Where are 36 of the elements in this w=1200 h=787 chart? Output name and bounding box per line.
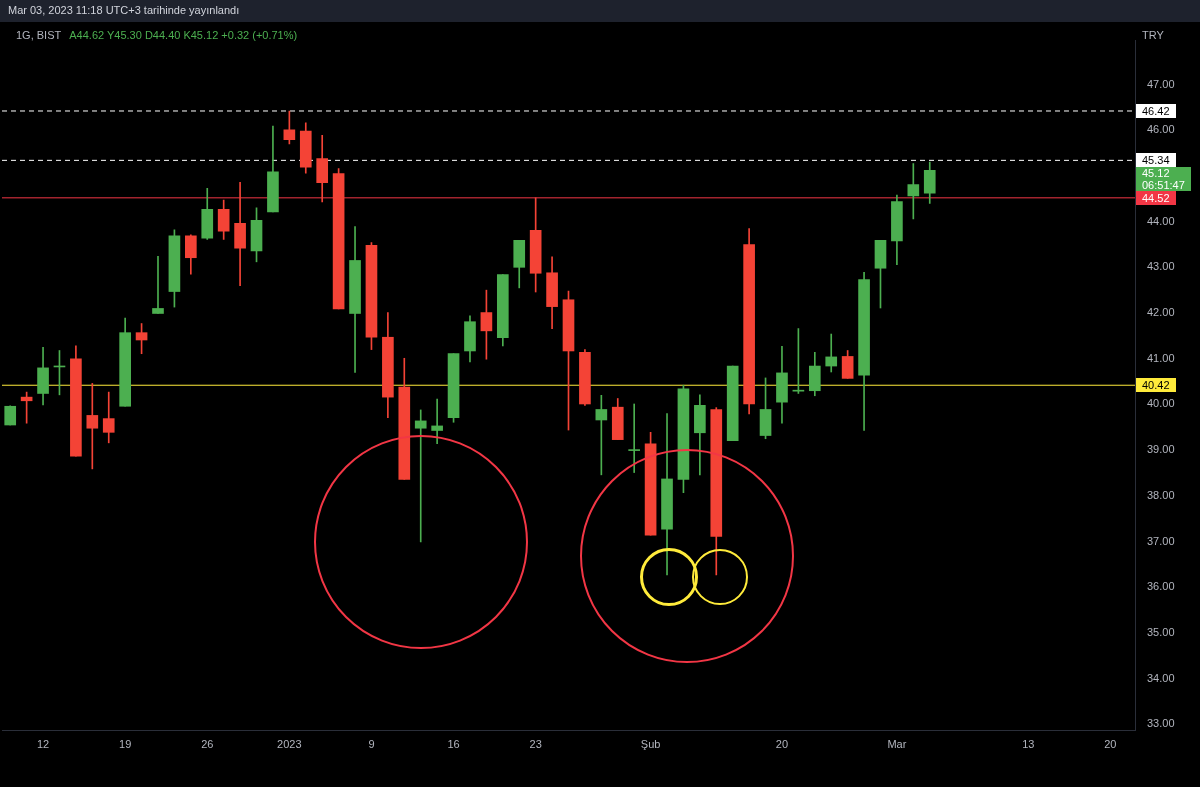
x-tick-label: 19 [119,738,132,751]
text: 06:51:47 [1142,179,1185,192]
ref-line-label: 46.42 [1136,103,1176,118]
y-tick-label: 39.00 [1147,443,1175,456]
x-tick-label: Mar [887,738,907,751]
y-tick-label: 35.00 [1147,626,1175,639]
y-tick-label: 38.00 [1147,488,1175,501]
y-tick-label: 36.00 [1147,580,1175,593]
x-tick-label: 16 [447,738,460,751]
y-tick-label: 37.00 [1147,534,1175,547]
y-tick-label: 41.00 [1147,351,1175,364]
x-tick-label: 9 [368,738,375,751]
x-tick-label: 20 [775,738,789,751]
y-tick-label: 44.00 [1147,214,1175,227]
y-tick-label: 47.00 [1147,77,1175,90]
x-tick-label: 12 [36,738,50,751]
text: 45.12 [1142,167,1171,180]
ref-line-label: 44.52 [1136,190,1176,205]
chart-title: 1G, BIST [16,29,62,41]
y-tick-label: 42.00 [1147,306,1175,319]
x-tick-label: 26 [201,738,214,751]
x-tick-label: 23 [529,738,542,751]
chart-subtitle: Mar 03, 2023 11:18 UTC+3 tarihinde yayınlandı [8,4,240,16]
x-tick-label: Şub [640,738,661,751]
y-tick-label: 40.00 [1147,397,1175,410]
y-tick-label: 34.00 [1147,671,1175,684]
y-tick-label: 46.00 [1147,123,1175,136]
ref-line-label: 45.34 [1136,153,1176,168]
y-tick-label: 33.00 [1147,717,1175,730]
annotation: A44.62 Y45.30 D44.40 K45.12 +0.32 (+0.71%) [69,29,298,41]
x-tick-label: 2023 [277,738,302,751]
y-axis-title: TRY [1142,29,1164,41]
ref-line-label: 40.42 [1136,378,1176,393]
y-tick-label: 43.00 [1147,260,1175,273]
x-tick-label: 13 [1022,738,1035,751]
x-tick-label: 20 [1104,738,1117,751]
